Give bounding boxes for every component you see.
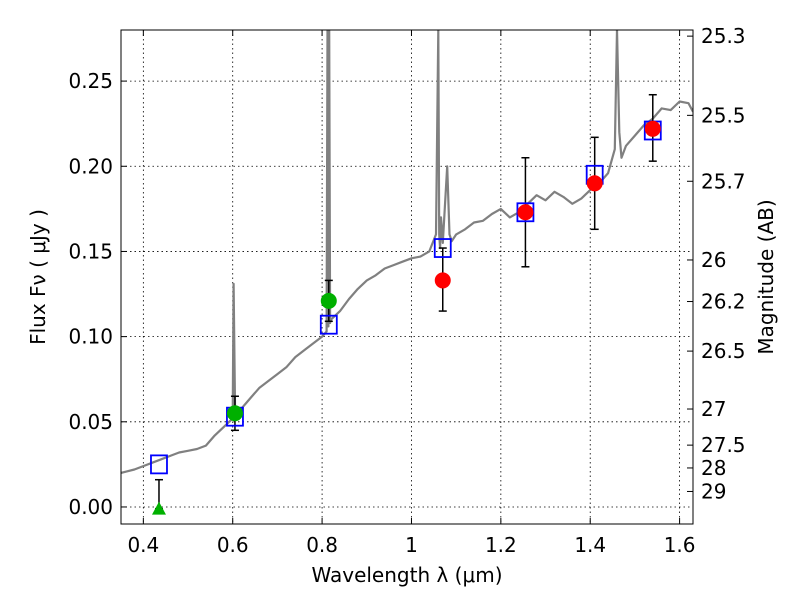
- x-tick-label: 0.4: [127, 533, 159, 557]
- x-axis-label: Wavelength λ (μm): [311, 563, 502, 587]
- y2-tick-label: 29: [701, 479, 726, 503]
- observed-flux-point: [434, 272, 451, 289]
- x-tick-label: 0.6: [217, 533, 249, 557]
- observed-flux-point: [320, 292, 337, 309]
- y2-tick-label: 25.7: [701, 169, 746, 193]
- model-photometry-square: [150, 454, 168, 475]
- y2-tick-label: 26: [701, 248, 726, 272]
- model-photometry-square: [319, 314, 338, 335]
- y2-axis-label: Magnitude (AB): [754, 199, 778, 354]
- observed-flux-point: [644, 120, 661, 137]
- y-tick-label: 0.10: [68, 325, 113, 349]
- observed-flux-point: [226, 405, 243, 422]
- y-axis-label: Flux Fν ( μJy ): [26, 209, 50, 345]
- upper-limit-triangle: [151, 501, 166, 515]
- y2-tick-label: 25.5: [701, 103, 746, 127]
- model-photometry-square: [433, 238, 452, 258]
- y-tick-label: 0.05: [68, 410, 113, 434]
- y-tick-label: 0.25: [68, 69, 113, 93]
- y2-tick-label: 27: [701, 397, 726, 421]
- data-markers: [150, 120, 662, 515]
- plot-frame: [120, 29, 694, 525]
- y-tick-label: 0.15: [68, 239, 113, 263]
- x-tick-label: 1.4: [574, 533, 606, 557]
- y-tick-label: 0.20: [68, 154, 113, 178]
- x-tick-label: 1.2: [485, 533, 517, 557]
- x-tick-label: 1: [405, 533, 418, 557]
- observed-flux-point: [586, 175, 603, 192]
- y2-tick-label: 26.2: [701, 290, 746, 314]
- y2-tick-label: 26.5: [701, 339, 746, 363]
- ticks: 0.4 0.6 0.8 1 1.2 1.4 1.6 0.00 0.05 0.10 0.15 0.20 0…: [68, 24, 745, 557]
- y2-tick-label: 25.3: [701, 24, 746, 48]
- y2-tick-label: 28: [701, 456, 726, 480]
- grid: [121, 30, 693, 524]
- observed-flux-point: [517, 204, 534, 221]
- y2-tick-label: 27.5: [701, 433, 746, 457]
- error-bars: [154, 93, 657, 510]
- x-tick-label: 0.8: [306, 533, 338, 557]
- x-tick-label: 1.6: [664, 533, 696, 557]
- y-tick-label: 0.00: [68, 495, 113, 519]
